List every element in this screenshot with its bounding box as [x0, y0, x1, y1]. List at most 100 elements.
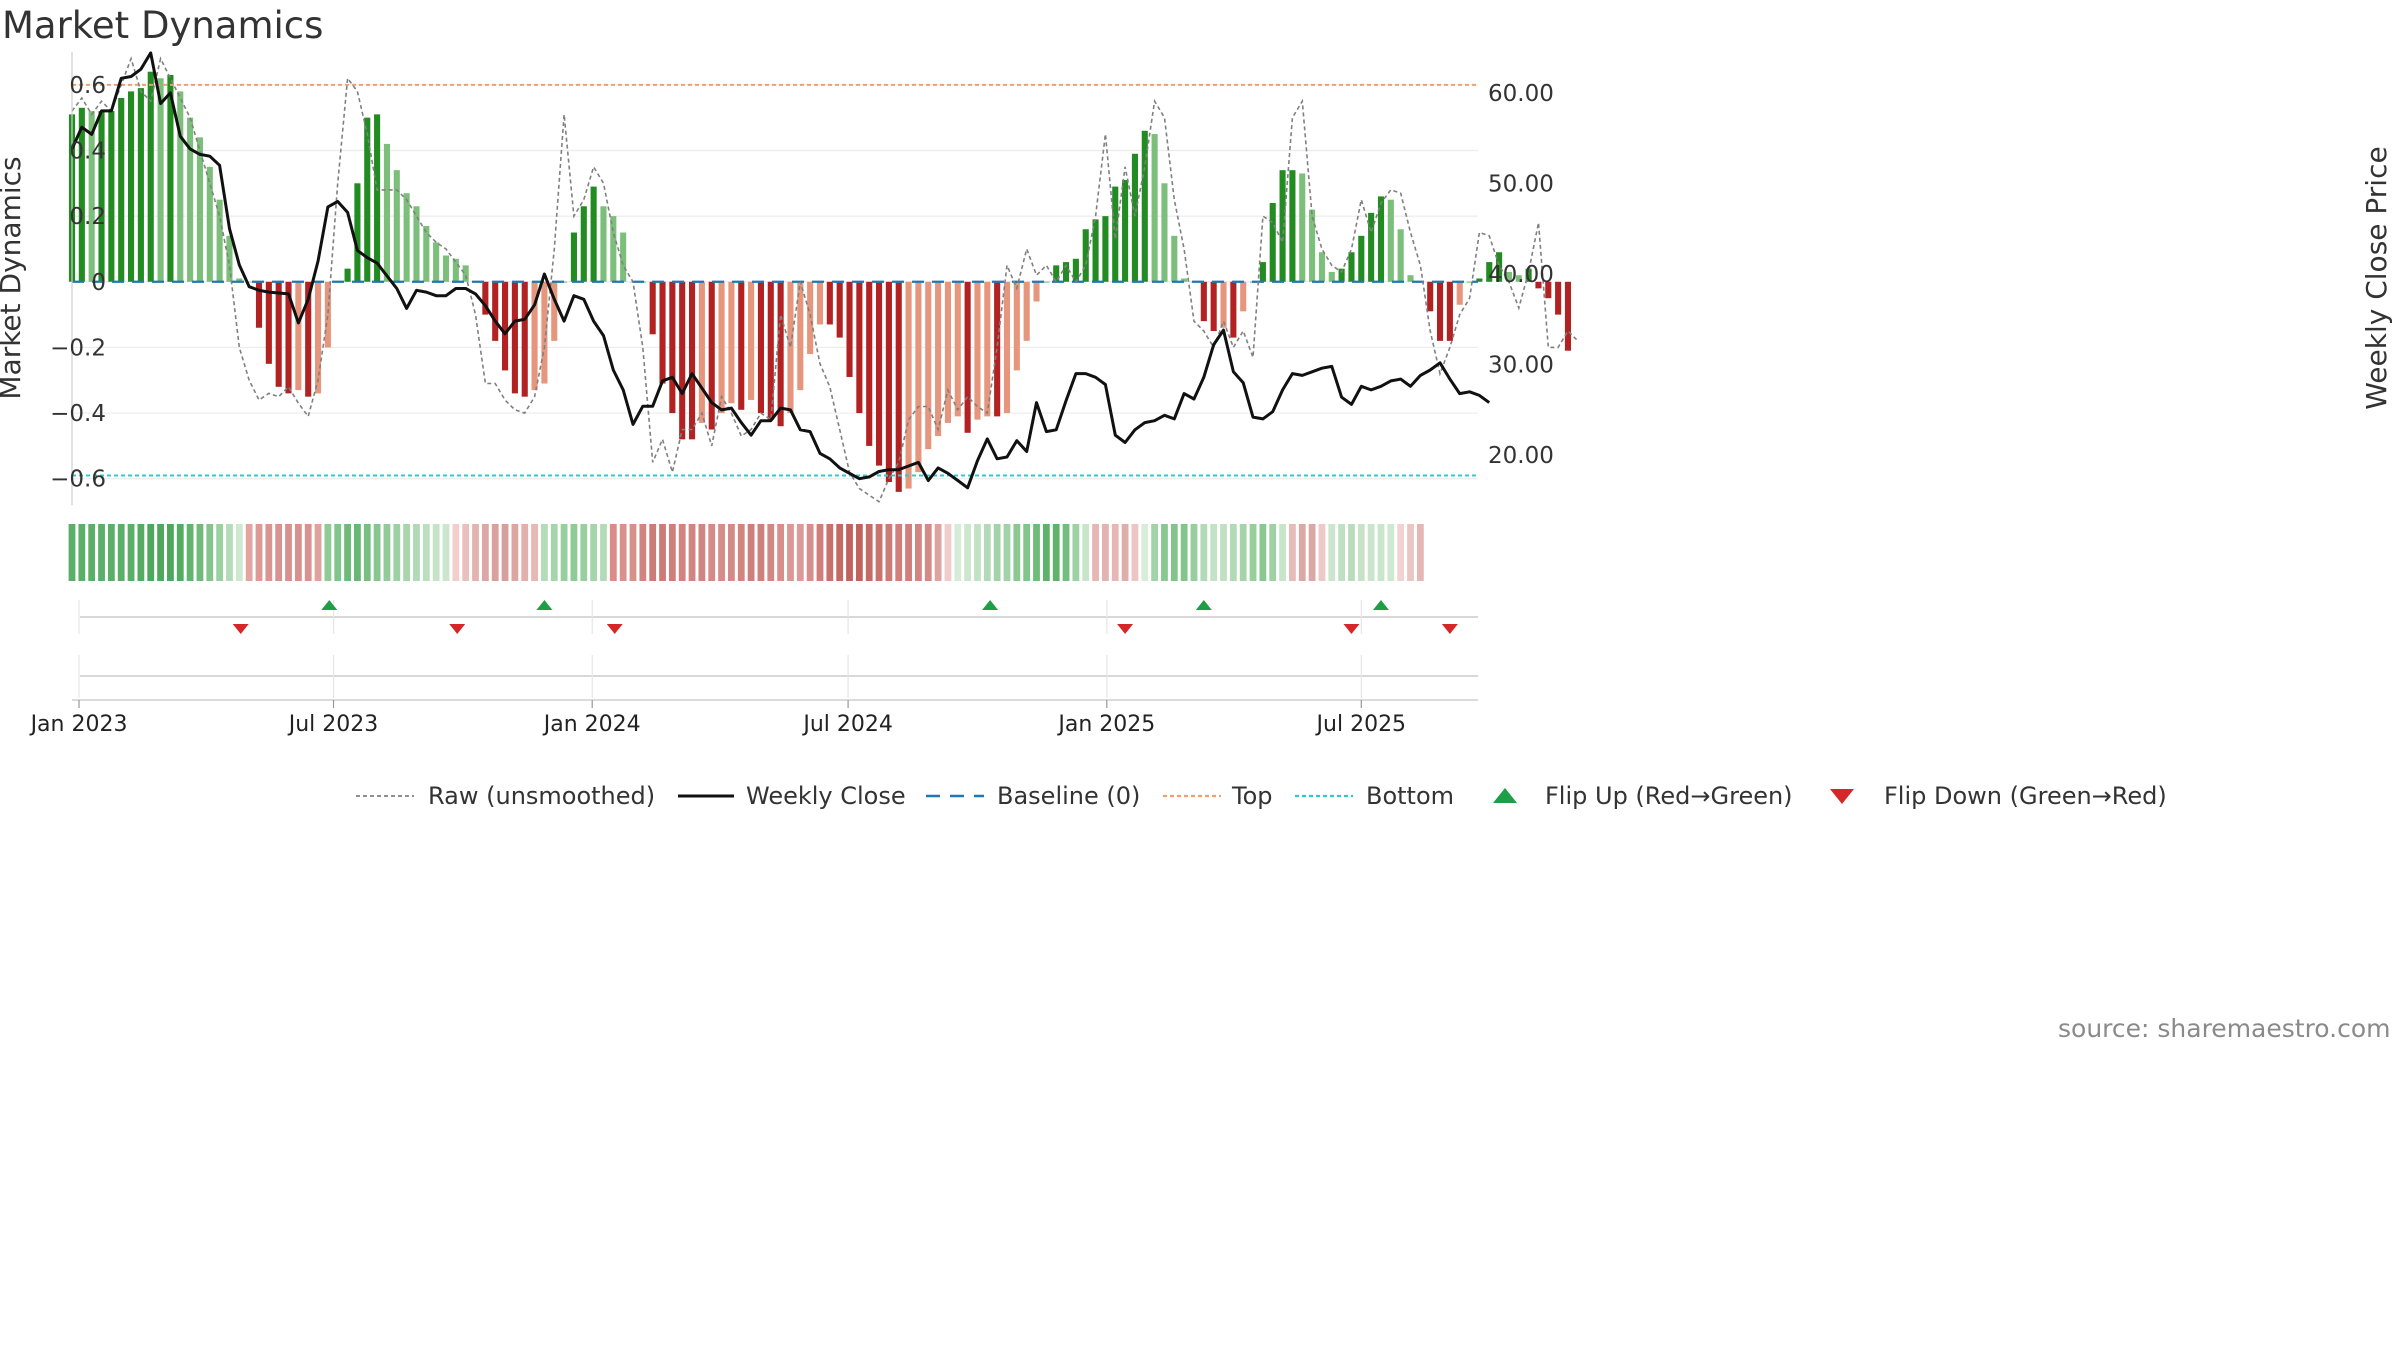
regime-cell-20 [265, 524, 273, 581]
bar-35 [413, 206, 420, 282]
bar-40 [462, 265, 469, 282]
x-tick-label-0: Jan 2023 [29, 712, 128, 737]
bar-63 [689, 281, 696, 440]
y2-tick-label-3: 50.00 [1488, 171, 1554, 197]
regime-cell-82 [875, 524, 883, 581]
bar-84 [895, 281, 902, 492]
bar-97 [1023, 281, 1030, 341]
bar-118 [1230, 281, 1237, 338]
regime-cell-118 [1229, 524, 1237, 581]
empty-panel [78, 655, 1478, 698]
regime-cell-51 [570, 524, 578, 581]
bar-92 [974, 281, 981, 420]
bar-69 [748, 281, 755, 400]
bar-93 [984, 281, 991, 417]
regime-cell-23 [294, 524, 302, 581]
bar-15 [216, 199, 223, 282]
regime-cell-8 [147, 524, 155, 581]
regime-cell-129 [1338, 524, 1346, 581]
bar-33 [393, 170, 400, 282]
regime-cell-70 [757, 524, 765, 581]
legend-label-raw: Raw (unsmoothed) [428, 782, 655, 810]
bar-98 [1033, 281, 1040, 302]
regime-cell-64 [698, 524, 706, 581]
bar-128 [1328, 271, 1335, 282]
regime-cell-114 [1190, 524, 1198, 581]
bar-147 [1515, 275, 1522, 282]
bar-151 [1555, 281, 1562, 315]
regime-cell-103 [1082, 524, 1090, 581]
regime-cell-52 [580, 524, 588, 581]
y2-tick-label-1: 30.00 [1488, 353, 1554, 379]
regime-cell-44 [501, 524, 509, 581]
bar-78 [836, 281, 843, 338]
bar-43 [492, 281, 499, 341]
bar-133 [1377, 196, 1385, 282]
regime-cell-106 [1111, 524, 1119, 581]
bar-89 [944, 281, 951, 423]
regime-cell-55 [609, 524, 617, 581]
regime-cell-122 [1269, 524, 1277, 581]
y-axis-label: Market Dynamics [0, 156, 27, 399]
flip-up-marker-5 [982, 600, 999, 610]
bar-7 [137, 88, 144, 282]
flip-down-marker-2 [449, 624, 466, 634]
bar-8 [147, 71, 154, 282]
regime-cell-81 [865, 524, 873, 581]
bar-1 [78, 107, 85, 282]
regime-cell-25 [314, 524, 322, 581]
bar-110 [1151, 134, 1158, 282]
regime-cell-101 [1062, 524, 1070, 581]
y2-tick-label-0: 20.00 [1488, 443, 1554, 469]
bar-66 [718, 281, 725, 414]
axes-layer: −0.6 −0.4 −0.2 0 0.2 0.4 0.6 20.00 30.00 40.00 50.… [0, 52, 2393, 505]
flip-up-marker-7 [1195, 600, 1212, 610]
bar-34 [403, 193, 410, 282]
raw-line [71, 56, 1579, 503]
regime-cell-87 [924, 524, 932, 581]
bar-21 [275, 281, 282, 387]
bar-108 [1131, 153, 1138, 282]
y-tick-label-3: 0 [91, 270, 106, 296]
regime-cell-18 [245, 524, 253, 581]
regime-cell-107 [1121, 524, 1129, 581]
regime-cell-43 [491, 524, 499, 581]
regime-cell-41 [472, 524, 479, 581]
regime-cell-99 [1042, 524, 1050, 581]
regime-cell-119 [1239, 524, 1247, 581]
regime-cell-7 [137, 524, 145, 581]
regime-cell-130 [1348, 524, 1355, 581]
bar-23 [295, 281, 302, 391]
regime-cell-100 [1052, 524, 1060, 581]
bar-150 [1545, 281, 1552, 299]
bar-80 [856, 281, 863, 414]
bar-115 [1200, 281, 1207, 322]
regime-cell-14 [206, 524, 214, 581]
bar-76 [816, 281, 824, 325]
regime-cell-90 [954, 524, 962, 581]
regime-cell-6 [127, 524, 135, 581]
regime-cell-134 [1387, 524, 1395, 581]
y-tick-label-1: −0.4 [50, 401, 106, 427]
bar-145 [1496, 252, 1503, 282]
bar-64 [698, 281, 705, 423]
bar-31 [374, 114, 381, 282]
regime-cell-115 [1200, 524, 1208, 581]
bar-47 [531, 281, 538, 391]
regime-cell-93 [983, 524, 991, 581]
bar-28 [344, 268, 351, 282]
bar-42 [482, 281, 489, 315]
regime-cell-121 [1259, 524, 1267, 581]
regime-cell-80 [855, 524, 863, 581]
regime-cell-111 [1161, 524, 1168, 581]
bar-109 [1141, 130, 1148, 282]
legend-label-flip_down: Flip Down (Green→Red) [1884, 782, 2167, 810]
bar-73 [787, 281, 794, 414]
bar-113 [1181, 278, 1188, 282]
bar-77 [826, 281, 833, 325]
bar-62 [679, 281, 686, 440]
bar-111 [1161, 183, 1168, 282]
bar-101 [1062, 262, 1070, 282]
bar-148 [1525, 268, 1532, 282]
